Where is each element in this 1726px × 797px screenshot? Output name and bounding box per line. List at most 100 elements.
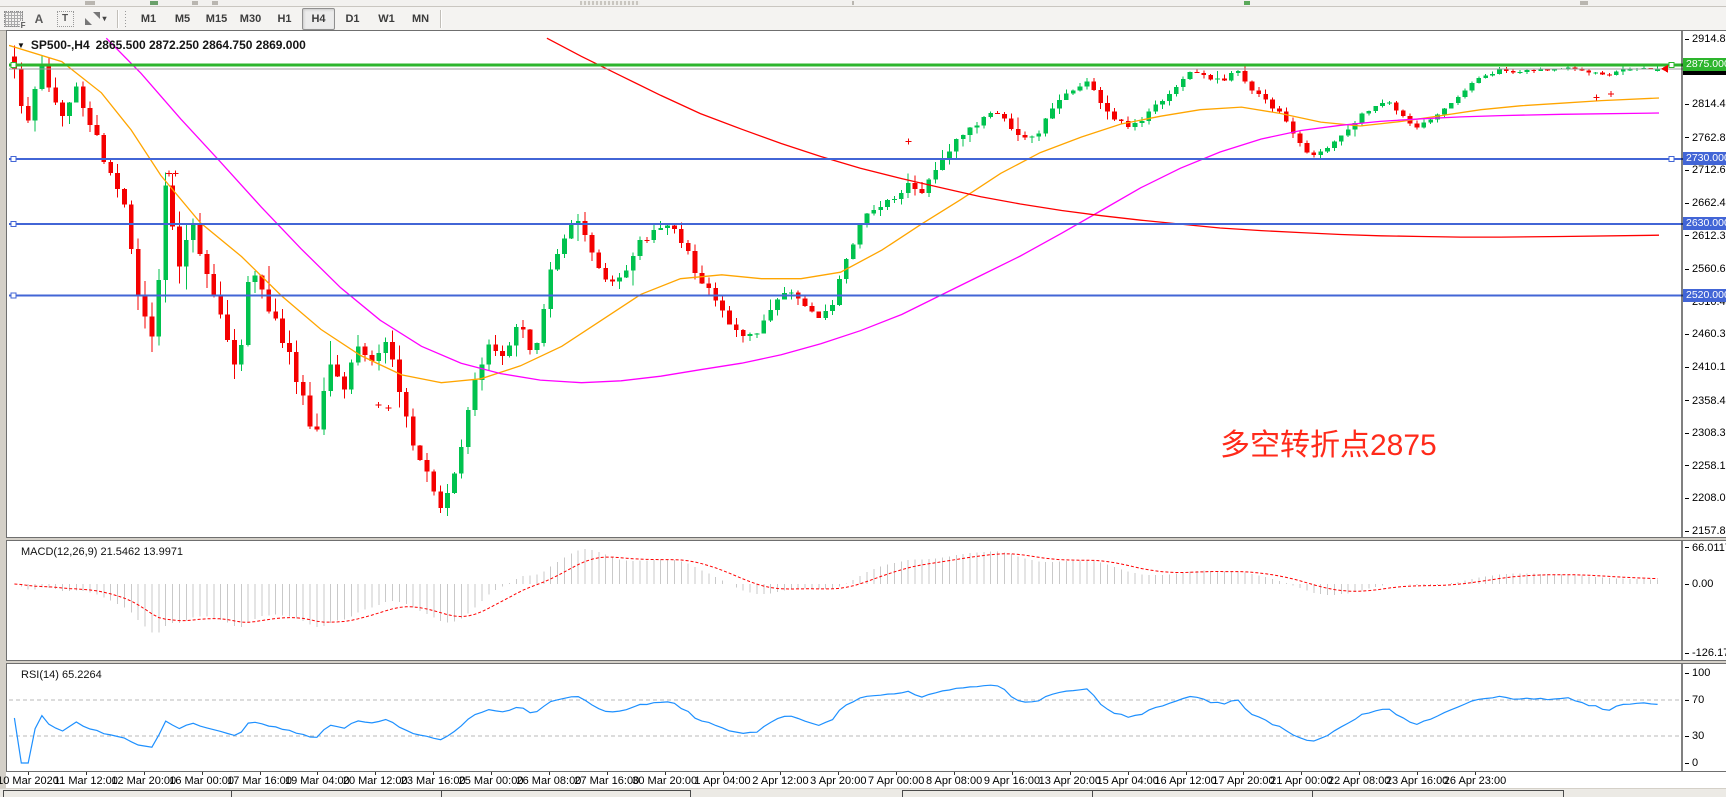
time-tick (317, 772, 319, 775)
axis-tick-label: 2208.010 (1685, 492, 1726, 504)
toolbar-separator (117, 9, 119, 28)
horizontal-line-2875[interactable] (9, 61, 1684, 68)
time-tick (1185, 772, 1187, 775)
clipped-tab-divider (441, 790, 442, 797)
clipped-button-fragment (85, 1, 95, 5)
time-tick (143, 772, 145, 775)
last-bar-arrow-icon (1661, 64, 1668, 73)
time-tick (896, 772, 898, 775)
rsi-label: RSI(14) 65.2264 (21, 669, 102, 681)
time-label: 22 Apr 08:00 (1328, 775, 1391, 787)
horizontal-line-2630[interactable] (9, 221, 1684, 228)
axis-tick-label: 2762.810 (1685, 132, 1726, 144)
timeframe-button-m5[interactable]: M5 (174, 12, 191, 25)
ma-slow-red (546, 37, 1660, 238)
axis-tick-label: 0.00 (1685, 578, 1713, 590)
price-chart-panel[interactable]: ▼ SP500-,H4 2865.500 2872.250 2864.750 2… (6, 30, 1726, 538)
axis-tick-label: 2814.490 (1685, 98, 1726, 110)
time-tick (606, 772, 608, 775)
time-label: 15 Apr 04:00 (1096, 775, 1159, 787)
clipped-tab-divider (1092, 790, 1093, 797)
time-label: 19 Mar 04:00 (284, 775, 350, 787)
grid-f-letter: F (19, 20, 27, 30)
line-handle[interactable] (1668, 156, 1675, 163)
timeframe-button-d1[interactable]: D1 (345, 12, 360, 25)
price-badge-2630.000: 2630.000 (1683, 217, 1726, 231)
time-tick (85, 772, 87, 775)
one-click-trading-icon[interactable]: ▼ (17, 40, 25, 50)
time-label: 26 Apr 23:00 (1443, 775, 1507, 787)
rsi-line (13, 684, 1658, 764)
text-a-icon[interactable]: A (26, 8, 52, 30)
chart-text-annotation[interactable]: 多空转折点2875 (1220, 429, 1437, 462)
clipped-button-fragment (192, 1, 198, 5)
clipped-tab-fragment (3, 790, 691, 797)
line-style-icon[interactable]: ▾ (78, 8, 114, 30)
ohlc-values-label: 2865.500 2872.250 2864.750 2869.000 (95, 38, 306, 52)
time-label: 16 Mar 00:00 (169, 775, 235, 787)
rsi-canvas[interactable] (9, 664, 1684, 771)
axis-tick-label: 2308.330 (1685, 427, 1726, 439)
axis-tick-label: -126.173 (1685, 647, 1726, 659)
clipped-button-fragment (212, 1, 218, 5)
time-label: 16 Apr 12:00 (1154, 775, 1217, 787)
time-tick (1069, 772, 1071, 775)
timeframe-button-m1[interactable]: M1 (140, 12, 157, 25)
axis-tick-label: 2612.330 (1685, 230, 1726, 242)
dropdown-caret-icon: ▾ (102, 14, 107, 23)
time-tick (1359, 772, 1361, 775)
line-handle[interactable] (1668, 61, 1675, 68)
time-label: 10 Mar 2020 (0, 775, 59, 787)
axis-tick-label: 2410.170 (1685, 361, 1726, 373)
time-label: 9 Apr 16:00 (983, 775, 1041, 787)
time-tick (1417, 772, 1419, 775)
time-label: 1 Apr 04:00 (694, 775, 751, 787)
ma-fast-orange (9, 44, 1660, 384)
time-axis[interactable]: 10 Mar 2020 11 Mar 12:00 12 Mar 20:00 16 Ma… (0, 772, 1726, 788)
rsi-indicator-panel[interactable]: RSI(14) 65.2264 100 70 30 0 (6, 663, 1726, 772)
chart-toolbar: F A T ▾ M1 M5 M15 M30 H1 H4 D1 W1 MN (0, 7, 1726, 31)
time-tick (375, 772, 377, 775)
clipped-button-fragment (150, 1, 158, 5)
timeframe-button-h4[interactable]: H4 (302, 7, 335, 30)
diagonal-arrows-glyph: ▾ (85, 12, 107, 25)
timeframe-button-mn[interactable]: MN (411, 12, 430, 25)
axis-tick-label: 2914.810 (1685, 33, 1726, 45)
time-tick (954, 772, 956, 775)
line-handle[interactable] (10, 61, 17, 68)
timeframe-button-m30[interactable]: M30 (239, 12, 262, 25)
time-label: 27 Mar 16:00 (574, 775, 640, 787)
timeframe-button-m15[interactable]: M15 (205, 12, 228, 25)
time-tick (259, 772, 261, 775)
macd-signal-line (14, 553, 1658, 623)
time-label: 2 Apr 12:00 (752, 775, 809, 787)
symbol-period-label: SP500-,H4 (30, 38, 90, 52)
axis-tick-label: 2460.330 (1685, 328, 1726, 340)
time-label: 11 Mar 12:00 (53, 775, 118, 787)
macd-canvas[interactable] (9, 541, 1684, 660)
timeframe-button-w1[interactable]: W1 (378, 12, 395, 25)
price-chart-canvas[interactable] (9, 31, 1684, 537)
horizontal-line-2520[interactable] (9, 292, 1684, 299)
time-label: 17 Apr 20:00 (1212, 775, 1275, 787)
time-tick (433, 772, 435, 775)
time-label: 17 Mar 16:00 (227, 775, 292, 787)
time-label: 26 Mar 08:00 (516, 775, 582, 787)
clipped-button-fragment (1580, 1, 1588, 5)
time-tick (1475, 772, 1476, 775)
macd-label: MACD(12,26,9) 21.5462 13.9971 (21, 546, 184, 558)
grid-pattern-f-icon[interactable]: F (0, 8, 27, 30)
macd-indicator-panel[interactable]: MACD(12,26,9) 21.5462 13.9971 66.0117 0.0… (6, 540, 1726, 661)
timeframe-button-h1[interactable]: H1 (277, 12, 292, 25)
axis-tick-label: 2258.170 (1685, 460, 1726, 472)
line-handle[interactable] (10, 292, 17, 299)
toolbar-gripper[interactable] (124, 10, 128, 27)
clipped-tab-divider (1312, 790, 1313, 797)
line-handle[interactable] (10, 156, 17, 163)
text-label-icon[interactable]: T (52, 8, 78, 30)
time-tick (722, 772, 724, 775)
line-handle[interactable] (10, 221, 17, 228)
time-label: 25 Mar 00:00 (458, 775, 524, 787)
horizontal-line-2730[interactable] (9, 156, 1684, 163)
